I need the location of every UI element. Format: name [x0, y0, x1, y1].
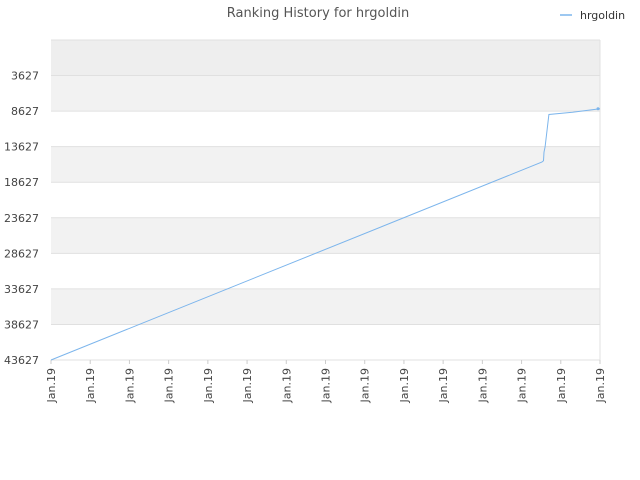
x-tick-label: Jan.19 — [359, 368, 372, 403]
y-tick-label: 33627 — [4, 283, 39, 296]
x-tick-label: Jan.19 — [398, 368, 411, 403]
legend[interactable]: hrgoldin — [560, 9, 625, 22]
x-tick-label: Jan.19 — [476, 368, 489, 403]
series-line — [50, 108, 601, 361]
y-tick-label: 8627 — [11, 105, 39, 118]
plot-band — [51, 217, 600, 254]
x-axis: Jan.19 Jan.19 Jan.19 Jan.19 Jan.19 Jan.19 Jan.… — [45, 360, 607, 403]
chart-title: Ranking History for hrgoldin — [227, 6, 409, 21]
series-end-point — [596, 107, 600, 111]
x-tick-label: Jan.19 — [84, 368, 97, 403]
y-tick-label: 23627 — [4, 212, 39, 225]
plot-band — [51, 40, 600, 76]
x-tick-label: Jan.19 — [241, 368, 254, 403]
x-tick-label: Jan.19 — [202, 368, 215, 403]
plot-band — [51, 111, 600, 147]
y-tick-label: 3627 — [11, 70, 39, 83]
y-axis: 3627 8627 13627 18627 23627 28627 33627 38627 43… — [4, 70, 39, 367]
y-tick-label: 38627 — [4, 318, 39, 331]
x-tick-label: Jan.19 — [280, 368, 293, 403]
x-tick-label: Jan.19 — [516, 368, 529, 403]
x-tick-label: Jan.19 — [594, 368, 607, 403]
x-tick-label: Jan.19 — [45, 368, 58, 403]
x-tick-label: Jan.19 — [123, 368, 136, 403]
y-tick-label: 43627 — [4, 354, 39, 367]
series-hrgoldin — [50, 107, 601, 361]
plot-band — [51, 288, 600, 325]
x-tick-label: Jan.19 — [163, 368, 176, 403]
x-tick-label: Jan.19 — [555, 368, 568, 403]
x-tick-label: Jan.19 — [320, 368, 333, 403]
plot-band — [51, 253, 600, 289]
plot-band — [51, 324, 600, 360]
x-tick-label: Jan.19 — [437, 368, 450, 403]
y-tick-label: 13627 — [4, 141, 39, 154]
y-tick-label: 28627 — [4, 247, 39, 260]
plot-bands — [51, 40, 600, 360]
y-tick-label: 18627 — [4, 176, 39, 189]
plot-band — [51, 182, 600, 218]
legend-label: hrgoldin — [580, 9, 625, 22]
plot-band — [51, 75, 600, 112]
plot-band — [51, 146, 600, 183]
